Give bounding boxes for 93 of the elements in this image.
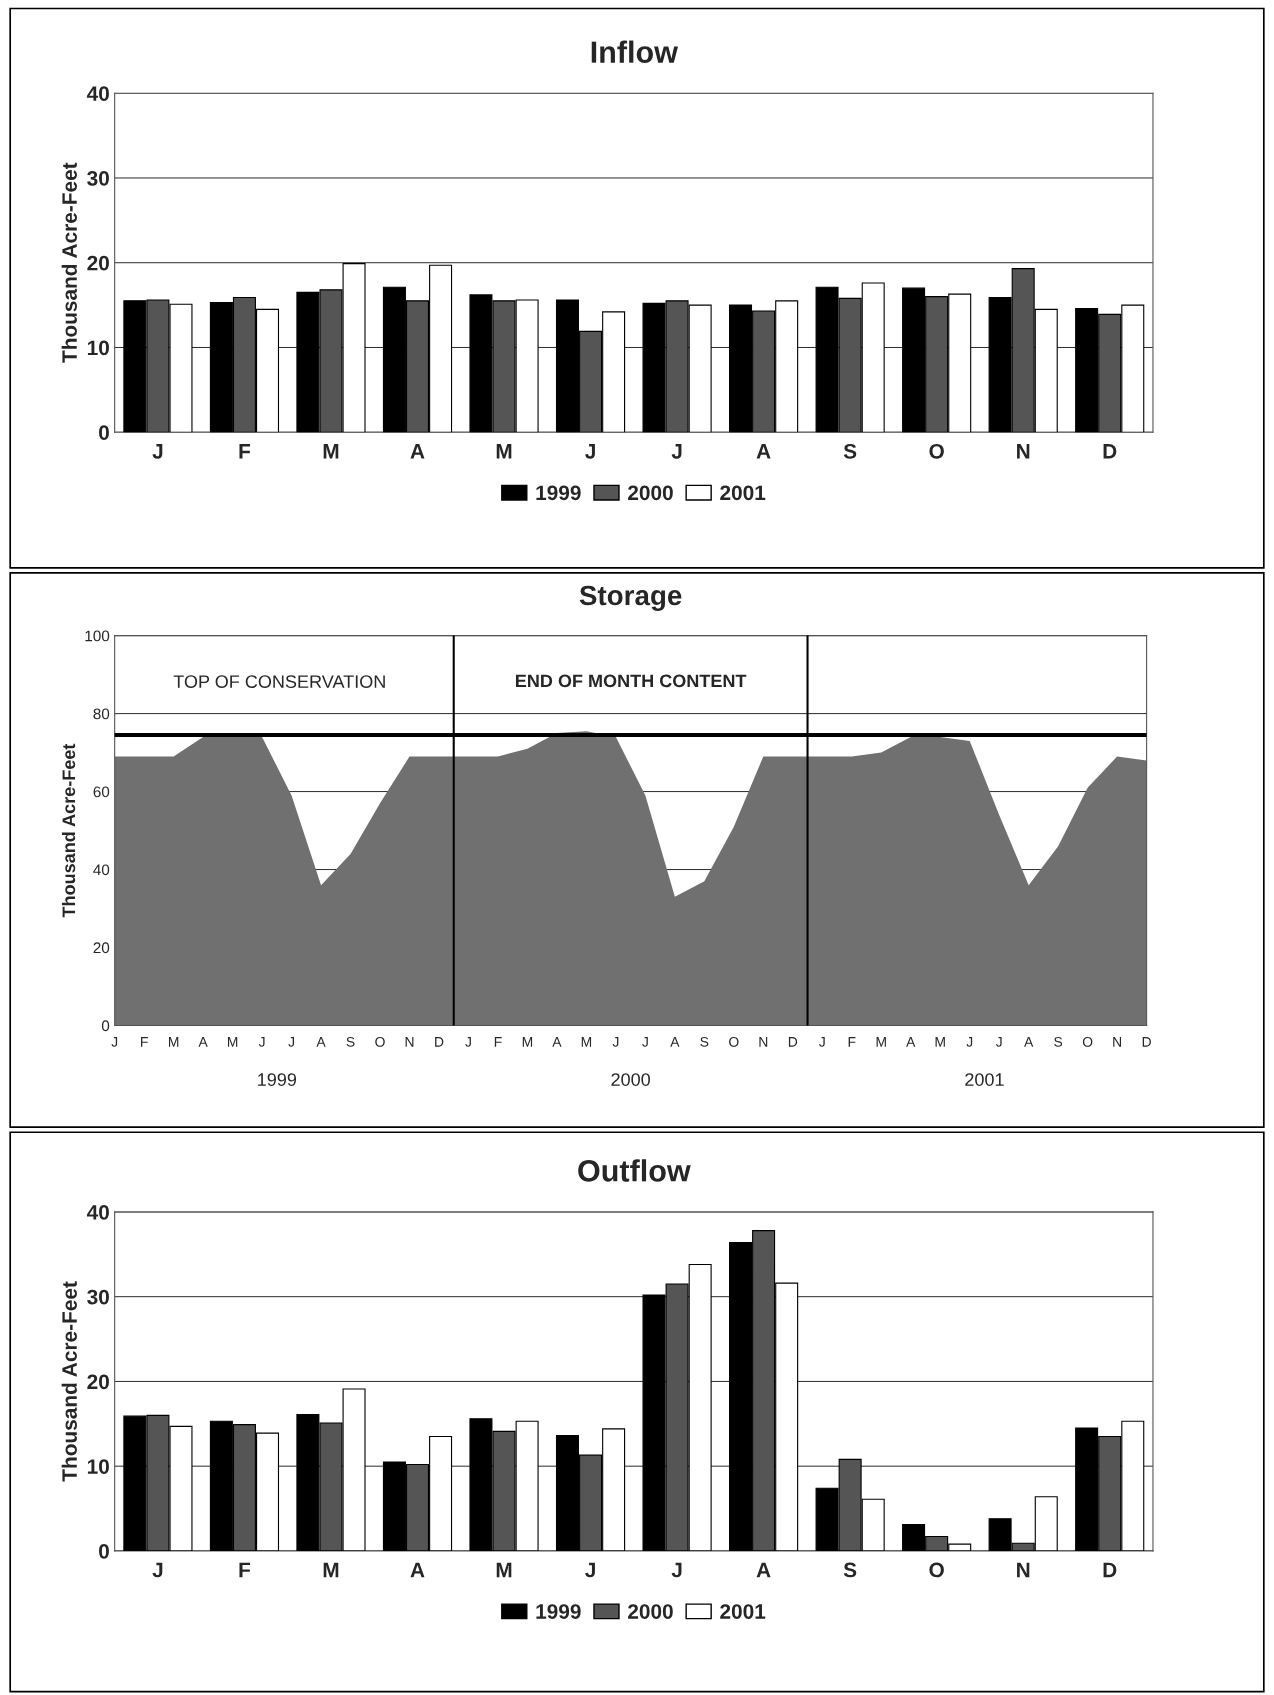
x-tick-label: A <box>906 1037 916 1047</box>
x-tick-label: A <box>1024 1037 1034 1047</box>
x-tick-label: M <box>227 1037 238 1047</box>
x-tick-label: J <box>612 1037 619 1047</box>
y-tick-label: 20 <box>87 255 109 271</box>
x-tick-label: A <box>316 1037 326 1047</box>
x-tick-label: N <box>1017 444 1030 459</box>
x-tick-label: J <box>465 1037 471 1047</box>
y-tick-label: 10 <box>87 340 109 356</box>
y-tick-label: 30 <box>87 170 109 186</box>
x-tick-label: N <box>1017 1562 1030 1578</box>
y-tick-label: 40 <box>86 1204 109 1220</box>
y-axis-title: Thousand Acre-Feet <box>61 162 77 363</box>
y-tick-label: 100 <box>85 630 110 642</box>
x-tick-label: A <box>756 444 771 459</box>
chart-title: Outflow <box>578 1159 691 1182</box>
x-tick-label: N <box>405 1037 414 1047</box>
y-tick-label: 0 <box>101 1020 110 1032</box>
ref-line-label: TOP OF CONSERVATION <box>173 675 385 688</box>
x-tick-label: D <box>1142 1037 1151 1047</box>
y-tick-label: 80 <box>93 708 110 720</box>
x-tick-label: J <box>966 1037 973 1047</box>
legend-label: 1999 <box>536 1604 581 1619</box>
y-tick-label: 10 <box>87 1459 109 1474</box>
y-tick-label: 30 <box>87 1289 109 1305</box>
x-tick-label: J <box>995 1037 1002 1047</box>
x-tick-label: J <box>288 1037 295 1047</box>
text: 1999 <box>258 1073 297 1086</box>
x-tick-label: J <box>585 444 595 459</box>
x-tick-label: F <box>239 1562 251 1578</box>
x-tick-label: N <box>1113 1037 1121 1047</box>
x-tick-label: M <box>323 444 339 459</box>
x-tick-label: A <box>410 1562 425 1578</box>
legend-label: 2000 <box>628 1604 673 1619</box>
chart-title: Storage <box>579 585 682 611</box>
x-tick-label: M <box>935 1037 945 1047</box>
y-tick-label: 0 <box>99 1543 109 1559</box>
x-tick-label: M <box>876 1037 886 1047</box>
legend-label: 2001 <box>720 485 766 501</box>
y-tick-label: 40 <box>93 864 110 876</box>
x-tick-label: S <box>700 1036 709 1047</box>
x-tick-label: M <box>496 1562 512 1578</box>
x-tick-label: S <box>843 1562 857 1578</box>
x-tick-label: A <box>198 1037 208 1047</box>
x-tick-label: M <box>323 1562 339 1578</box>
x-tick-label: O <box>729 1036 739 1047</box>
x-tick-label: D <box>788 1037 798 1047</box>
x-tick-label: M <box>168 1037 179 1047</box>
annotation: END OF MONTH CONTENT <box>515 674 747 688</box>
x-tick-label: M <box>522 1037 533 1047</box>
y-axis-title: Thousand Acre-Feet <box>61 743 76 918</box>
x-tick-label: F <box>239 444 251 459</box>
x-tick-label: F <box>494 1037 502 1047</box>
x-tick-label: D <box>1103 1562 1117 1578</box>
text: 2001 <box>965 1073 1004 1086</box>
x-tick-label: A <box>552 1037 562 1047</box>
x-tick-label: O <box>1082 1036 1093 1047</box>
y-tick-label: 0 <box>99 425 109 440</box>
x-tick-label: A <box>756 1562 771 1578</box>
x-tick-label: A <box>670 1037 680 1047</box>
y-tick-label: 20 <box>87 1374 109 1390</box>
x-tick-label: O <box>375 1036 385 1047</box>
x-tick-label: J <box>258 1037 265 1047</box>
x-tick-label: J <box>152 1562 163 1578</box>
x-tick-label: J <box>671 1562 682 1578</box>
x-tick-label: J <box>671 444 682 459</box>
chart-title: Inflow <box>591 40 678 63</box>
x-tick-label: O <box>929 1562 944 1578</box>
legend-label: 2001 <box>720 1604 766 1619</box>
x-tick-label: A <box>410 444 425 459</box>
legend-label: 2000 <box>628 485 673 501</box>
x-tick-label: S <box>1054 1036 1063 1047</box>
x-tick-label: J <box>642 1037 648 1047</box>
x-tick-label: N <box>759 1037 768 1047</box>
x-tick-label: J <box>152 444 163 459</box>
x-tick-label: J <box>819 1037 825 1047</box>
x-tick-label: J <box>111 1037 118 1047</box>
x-tick-label: D <box>1103 444 1117 459</box>
x-tick-label: M <box>496 444 512 459</box>
y-tick-label: 20 <box>93 942 110 954</box>
x-tick-label: D <box>435 1037 444 1047</box>
text: 2000 <box>611 1073 651 1086</box>
y-axis-title: Thousand Acre-Feet <box>61 1281 77 1482</box>
y-tick-label: 60 <box>93 786 110 798</box>
x-tick-label: M <box>581 1037 592 1047</box>
y-tick-label: 40 <box>86 86 109 101</box>
x-tick-label: F <box>141 1037 148 1047</box>
x-tick-label: O <box>929 443 944 459</box>
x-tick-label: S <box>346 1036 355 1047</box>
x-tick-label: S <box>843 443 857 459</box>
x-tick-label: F <box>848 1037 856 1047</box>
x-tick-label: J <box>585 1562 595 1578</box>
legend-label: 1999 <box>536 485 581 501</box>
